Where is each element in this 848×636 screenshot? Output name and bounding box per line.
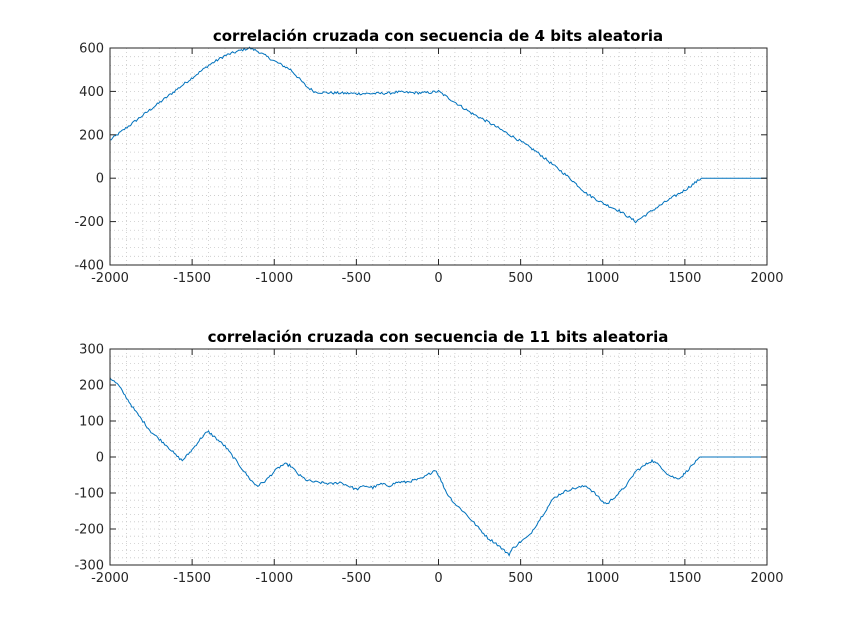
x-tick-label: -500 — [342, 571, 372, 586]
x-tick-label: -2000 — [91, 571, 129, 586]
x-tick-label: 500 — [508, 571, 533, 586]
y-tick-label: 400 — [79, 85, 104, 100]
x-tick-label: 500 — [508, 271, 533, 286]
x-tick-label: 2000 — [750, 571, 783, 586]
grid — [110, 349, 767, 565]
x-tick-label: 1500 — [668, 271, 701, 286]
y-tick-label: 100 — [79, 415, 104, 430]
y-tick-label: -300 — [74, 559, 104, 574]
y-tick-label: 0 — [96, 172, 104, 187]
x-tick-label: -1000 — [255, 271, 293, 286]
ticks — [109, 47, 768, 266]
y-tick-label: -400 — [74, 259, 104, 274]
grid — [110, 48, 767, 265]
chart-title: correlación cruzada con secuencia de 4 b… — [213, 27, 663, 45]
y-tick-label: 200 — [79, 379, 104, 394]
x-tick-label: 1500 — [668, 571, 701, 586]
ticks — [109, 348, 768, 566]
x-tick-label: -1000 — [255, 571, 293, 586]
plot-bottom-11bit: -2000 -1500 -1000 -500 0 500 1000 1500 2000-300-… — [74, 328, 783, 586]
tick-labels: -2000 -1500 -1000 -500 0 500 1000 1500 2000-400-… — [74, 42, 783, 287]
x-tick-label: 0 — [434, 271, 442, 286]
series-line — [109, 46, 767, 224]
series-layer — [109, 377, 767, 557]
series-layer — [109, 46, 767, 224]
x-tick-label: -2000 — [91, 271, 129, 286]
x-tick-label: 1000 — [586, 271, 619, 286]
y-tick-label: -200 — [74, 215, 104, 230]
y-tick-label: 200 — [79, 128, 104, 143]
y-tick-label: 0 — [96, 451, 104, 466]
y-tick-label: -100 — [74, 487, 104, 502]
x-tick-label: 1000 — [586, 571, 619, 586]
x-tick-label: -1500 — [173, 271, 211, 286]
series-line — [109, 377, 767, 557]
y-tick-label: -200 — [74, 523, 104, 538]
x-tick-label: -1500 — [173, 571, 211, 586]
x-tick-label: 0 — [434, 571, 442, 586]
y-tick-label: 600 — [79, 42, 104, 57]
plot-top-4bit: -2000 -1500 -1000 -500 0 500 1000 1500 2000-400-… — [74, 27, 783, 286]
y-tick-label: 300 — [79, 343, 104, 358]
chart-title: correlación cruzada con secuencia de 11 … — [208, 328, 669, 346]
x-tick-label: 2000 — [750, 271, 783, 286]
x-tick-label: -500 — [342, 271, 372, 286]
tick-labels: -2000 -1500 -1000 -500 0 500 1000 1500 2000-300-… — [74, 343, 783, 587]
